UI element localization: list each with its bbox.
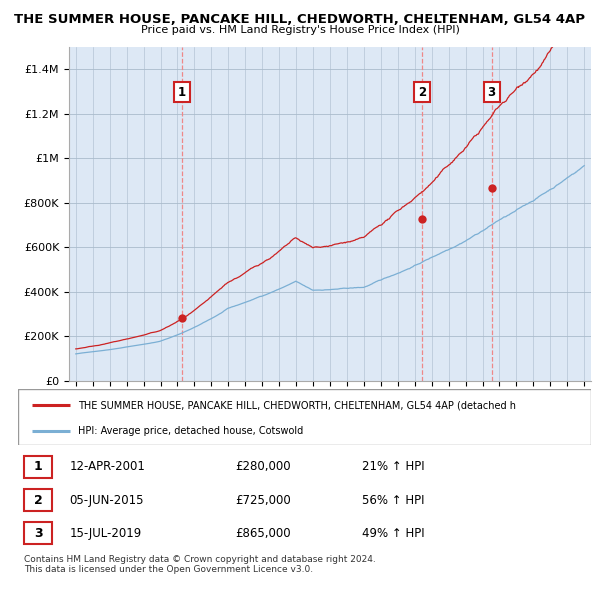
Text: 56% ↑ HPI: 56% ↑ HPI [362, 493, 424, 507]
Text: 21% ↑ HPI: 21% ↑ HPI [362, 460, 424, 474]
Text: 2: 2 [418, 86, 426, 99]
Text: Price paid vs. HM Land Registry's House Price Index (HPI): Price paid vs. HM Land Registry's House … [140, 25, 460, 35]
Text: 15-JUL-2019: 15-JUL-2019 [70, 526, 142, 540]
Text: HPI: Average price, detached house, Cotswold: HPI: Average price, detached house, Cots… [78, 427, 304, 437]
Text: 3: 3 [488, 86, 496, 99]
Text: 12-APR-2001: 12-APR-2001 [70, 460, 145, 474]
Text: 49% ↑ HPI: 49% ↑ HPI [362, 526, 424, 540]
FancyBboxPatch shape [18, 389, 591, 445]
Text: £865,000: £865,000 [236, 526, 292, 540]
Text: 1: 1 [34, 460, 43, 474]
Text: 2: 2 [34, 493, 43, 507]
Text: 3: 3 [34, 526, 43, 540]
FancyBboxPatch shape [24, 489, 52, 512]
Text: THE SUMMER HOUSE, PANCAKE HILL, CHEDWORTH, CHELTENHAM, GL54 4AP (detached h: THE SUMMER HOUSE, PANCAKE HILL, CHEDWORT… [78, 400, 516, 410]
Text: Contains HM Land Registry data © Crown copyright and database right 2024.
This d: Contains HM Land Registry data © Crown c… [24, 555, 376, 574]
Text: £725,000: £725,000 [236, 493, 292, 507]
Text: £280,000: £280,000 [236, 460, 292, 474]
FancyBboxPatch shape [24, 455, 52, 478]
Text: 05-JUN-2015: 05-JUN-2015 [70, 493, 144, 507]
Text: THE SUMMER HOUSE, PANCAKE HILL, CHEDWORTH, CHELTENHAM, GL54 4AP: THE SUMMER HOUSE, PANCAKE HILL, CHEDWORT… [14, 13, 586, 26]
Text: 1: 1 [178, 86, 186, 99]
FancyBboxPatch shape [24, 522, 52, 545]
